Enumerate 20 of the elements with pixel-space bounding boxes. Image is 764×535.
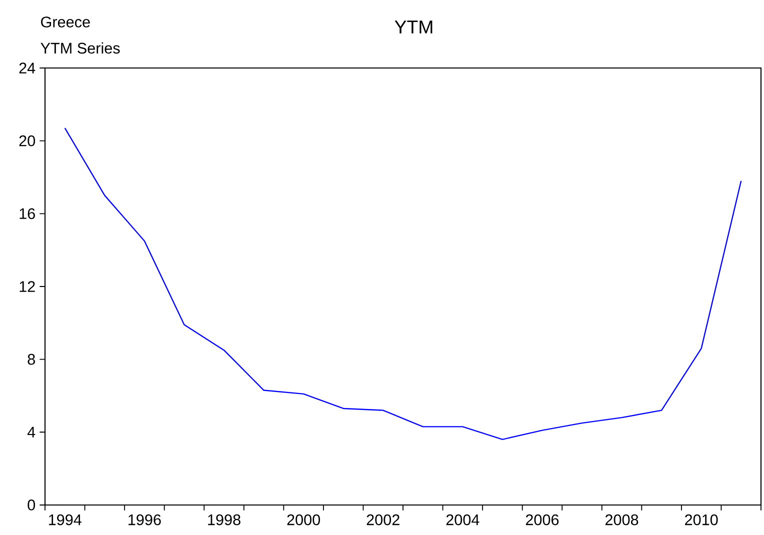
y-tick-label: 0 <box>28 500 36 510</box>
text: YTM Series <box>40 42 120 54</box>
x-tick-label: 2008 <box>605 514 638 526</box>
x-tick-label: 2002 <box>366 514 400 526</box>
line-series <box>64 127 742 440</box>
chart-title: YTM <box>394 20 432 34</box>
y-tick-label: 8 <box>28 354 35 365</box>
x-tick-label: 1996 <box>128 514 161 526</box>
x-tick-label: 2006 <box>526 514 559 526</box>
text: Greece <box>41 16 90 28</box>
x-tick-label: 1998 <box>208 514 240 526</box>
x-tick-label: 2010 <box>685 514 718 526</box>
y-tick-label: 16 <box>20 208 35 220</box>
x-tick-label: 1994 <box>49 514 82 526</box>
y-tick-label: 20 <box>19 135 36 146</box>
x-tick-label: 2000 <box>287 514 320 526</box>
x-tick-label: 2004 <box>446 514 480 526</box>
y-tick-label: 12 <box>20 281 35 292</box>
y-tick-label: 24 <box>19 62 36 74</box>
y-tick-label: 4 <box>27 426 36 438</box>
